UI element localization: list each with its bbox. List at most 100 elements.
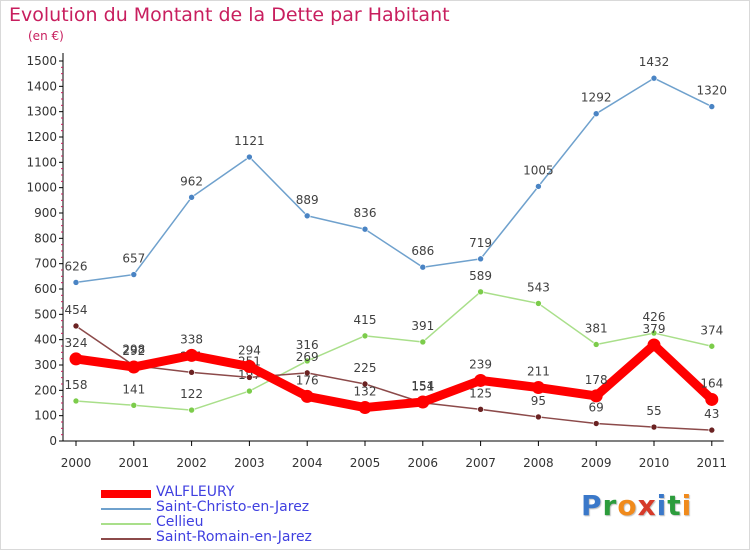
data-point-cellieu xyxy=(130,401,138,409)
data-label-saint-christo-en-jarez: 1292 xyxy=(581,91,612,105)
data-label-cellieu: 141 xyxy=(122,382,145,396)
series-line-saint-romain-en-jarez xyxy=(75,325,713,431)
data-point-saint-christo-en-jarez xyxy=(303,212,311,220)
brand-letter: x xyxy=(637,489,657,522)
x-tick-label: 2005 xyxy=(350,456,381,470)
data-label-cellieu: 415 xyxy=(354,313,377,327)
data-point-saint-romain-en-jarez xyxy=(535,413,542,421)
data-point-saint-romain-en-jarez xyxy=(361,380,369,388)
data-label-saint-romain-en-jarez: 69 xyxy=(589,401,604,415)
y-tick-label: 600 xyxy=(34,282,57,296)
data-point-saint-christo-en-jarez xyxy=(72,279,80,286)
y-tick-label: 1100 xyxy=(26,155,57,169)
x-tick-label: 2011 xyxy=(697,456,728,470)
data-label-valfleury: 178 xyxy=(585,373,608,387)
data-label-saint-christo-en-jarez: 1121 xyxy=(234,134,265,148)
data-point-valfleury xyxy=(647,338,661,352)
y-tick-label: 900 xyxy=(34,206,57,220)
data-label-valfleury: 294 xyxy=(238,344,261,358)
data-label-saint-romain-en-jarez: 95 xyxy=(531,394,546,408)
brand-letter: t xyxy=(667,489,682,522)
data-label-saint-christo-en-jarez: 626 xyxy=(65,259,88,273)
data-point-cellieu xyxy=(477,288,484,296)
data-point-cellieu xyxy=(708,342,716,350)
y-tick-label: 0 xyxy=(49,434,57,448)
legend-label-valfleury: VALFLEURY xyxy=(156,484,235,500)
data-point-cellieu xyxy=(246,387,253,395)
x-tick-label: 2008 xyxy=(523,456,554,470)
data-point-saint-christo-en-jarez xyxy=(130,271,138,278)
data-label-valfleury: 324 xyxy=(65,336,88,350)
data-point-saint-christo-en-jarez xyxy=(708,103,716,110)
brand-letter: o xyxy=(617,489,638,522)
data-label-saint-romain-en-jarez: 151 xyxy=(411,380,434,394)
data-point-cellieu xyxy=(419,338,427,346)
legend-swatch-saint-romain-en-jarez xyxy=(101,538,151,540)
data-label-saint-romain-en-jarez: 125 xyxy=(469,386,492,400)
x-tick-label: 2009 xyxy=(581,456,612,470)
x-tick-label: 2003 xyxy=(234,456,265,470)
brand-logo: Proxiti xyxy=(581,489,692,522)
data-label-saint-romain-en-jarez: 298 xyxy=(122,343,145,357)
x-tick-label: 2002 xyxy=(176,456,207,470)
legend-swatch-cellieu xyxy=(101,523,151,525)
x-tick-label: 2004 xyxy=(292,456,323,470)
brand-letter: i xyxy=(681,489,693,522)
x-tick-label: 2010 xyxy=(639,456,670,470)
y-tick-label: 1200 xyxy=(26,130,57,144)
data-point-saint-christo-en-jarez xyxy=(477,255,484,263)
data-label-cellieu: 589 xyxy=(469,269,492,283)
data-point-cellieu xyxy=(303,357,311,365)
data-label-valfleury: 292 xyxy=(122,344,145,358)
series-line-cellieu xyxy=(75,291,713,411)
data-label-valfleury: 176 xyxy=(296,373,319,387)
data-label-saint-christo-en-jarez: 657 xyxy=(122,252,145,266)
data-point-valfleury xyxy=(416,395,430,409)
data-point-saint-romain-en-jarez xyxy=(477,406,484,413)
data-label-cellieu: 374 xyxy=(700,323,723,337)
data-point-saint-christo-en-jarez xyxy=(650,74,658,82)
data-point-valfleury xyxy=(358,401,372,415)
data-point-cellieu xyxy=(650,329,658,337)
data-label-cellieu: 316 xyxy=(296,338,319,352)
data-label-saint-christo-en-jarez: 719 xyxy=(469,236,492,250)
data-label-saint-christo-en-jarez: 889 xyxy=(296,193,319,207)
data-label-valfleury: 338 xyxy=(180,332,203,346)
data-point-valfleury xyxy=(705,392,719,406)
y-tick-label: 1000 xyxy=(26,181,57,195)
legend-swatch-saint-christo-en-jarez xyxy=(101,508,151,510)
data-point-saint-romain-en-jarez xyxy=(72,322,80,330)
data-label-saint-romain-en-jarez: 454 xyxy=(65,303,88,317)
chart-title: Evolution du Montant de la Dette par Hab… xyxy=(9,4,450,26)
data-point-cellieu xyxy=(535,300,542,307)
y-tick-label: 1500 xyxy=(26,54,57,68)
series-line-saint-christo-en-jarez xyxy=(75,77,713,284)
legend-label-cellieu: Cellieu xyxy=(156,514,204,530)
data-point-saint-romain-en-jarez xyxy=(708,426,716,434)
data-label-saint-christo-en-jarez: 1432 xyxy=(639,55,670,69)
data-point-saint-romain-en-jarez xyxy=(592,420,600,427)
data-point-saint-christo-en-jarez xyxy=(535,183,542,190)
chart-unit: (en €) xyxy=(28,29,64,43)
y-tick-label: 700 xyxy=(34,257,57,271)
data-point-cellieu xyxy=(188,406,195,414)
data-label-cellieu: 426 xyxy=(643,310,666,324)
data-point-saint-christo-en-jarez xyxy=(592,110,600,117)
data-point-valfleury xyxy=(242,360,256,374)
brand-letter: r xyxy=(602,489,618,522)
data-point-valfleury xyxy=(69,352,83,366)
data-label-saint-christo-en-jarez: 836 xyxy=(354,206,377,220)
data-point-cellieu xyxy=(361,332,369,340)
data-point-saint-christo-en-jarez xyxy=(188,193,195,201)
legend-label-saint-romain-en-jarez: Saint-Romain-en-Jarez xyxy=(156,529,312,545)
data-label-saint-christo-en-jarez: 686 xyxy=(411,244,434,258)
data-label-saint-romain-en-jarez: 225 xyxy=(354,361,377,375)
series-line-valfleury xyxy=(71,340,717,413)
data-point-saint-christo-en-jarez xyxy=(419,263,427,271)
data-label-cellieu: 158 xyxy=(65,378,88,392)
data-label-valfleury: 164 xyxy=(700,376,723,390)
y-tick-label: 1300 xyxy=(26,105,57,119)
y-tick-label: 200 xyxy=(34,383,57,397)
